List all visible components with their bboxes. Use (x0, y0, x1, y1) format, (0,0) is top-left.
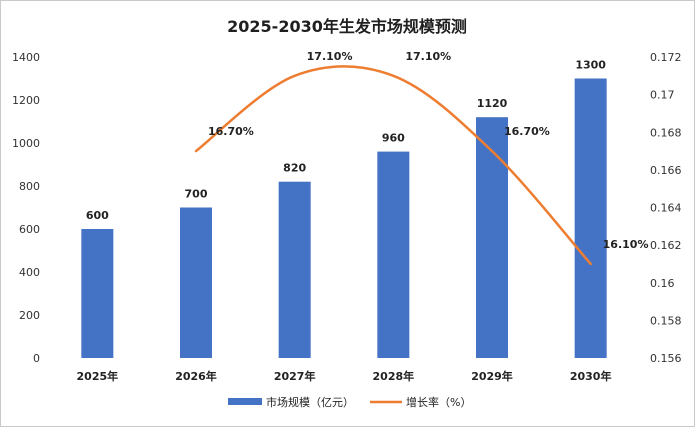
left-axis: 0 200 400 600 800 1000 1200 1400 (12, 51, 40, 365)
bar (377, 151, 410, 358)
category-label: 2026年 (175, 369, 217, 383)
line-data-label: 17.10% (307, 50, 353, 63)
bar-data-label: 1120 (477, 97, 508, 110)
left-axis-tick-label: 200 (19, 309, 40, 322)
bar (476, 117, 508, 358)
category-label: 2029年 (471, 369, 513, 383)
right-axis-tick-label: 0.162 (650, 239, 682, 252)
right-axis-tick-label: 0.16 (650, 277, 675, 290)
right-axis-tick-label: 0.164 (650, 202, 682, 215)
right-axis-tick-label: 0.17 (650, 89, 675, 102)
bar (278, 181, 311, 358)
category-label: 2027年 (274, 369, 316, 383)
right-axis: 0.156 0.158 0.16 0.162 0.164 0.166 0.168 0.17 0.… (650, 51, 682, 365)
chart-title: 2025-2030年生发市场规模预测 (227, 17, 467, 36)
bar-data-label: 700 (185, 188, 208, 201)
bar (574, 78, 607, 358)
line-data-label: 16.70% (504, 125, 550, 138)
right-axis-tick-label: 0.168 (650, 126, 682, 139)
bar (180, 207, 212, 358)
bar-series: 600 700 820 960 1120 1300 (81, 59, 607, 358)
bar-data-label: 960 (382, 132, 405, 145)
legend-label-line: 增长率（%） (406, 395, 471, 409)
bar-data-label: 600 (86, 209, 109, 222)
legend-label-bar: 市场规模（亿元） (266, 395, 354, 409)
legend: 市场规模（亿元） 增长率（%） (228, 395, 471, 409)
category-label: 2030年 (570, 369, 612, 383)
line-data-label: 17.10% (405, 50, 451, 63)
left-axis-tick-label: 1000 (12, 137, 40, 150)
line-data-label: 16.70% (208, 125, 254, 138)
right-axis-tick-label: 0.156 (650, 352, 682, 365)
line-data-label: 16.10% (603, 238, 649, 251)
bar-data-label: 820 (283, 162, 306, 175)
left-axis-tick-label: 1400 (12, 51, 40, 64)
bar (81, 229, 114, 358)
left-axis-tick-label: 800 (19, 180, 40, 193)
left-axis-tick-label: 1200 (12, 94, 40, 107)
left-axis-tick-label: 0 (33, 352, 40, 365)
right-axis-tick-label: 0.172 (650, 51, 682, 64)
line-series: 16.70% 17.10% 17.10% 16.70% 16.10% (194, 50, 649, 266)
growth-rate-line (194, 65, 592, 266)
right-axis-tick-label: 0.158 (650, 314, 682, 327)
right-axis-tick-label: 0.166 (650, 164, 682, 177)
left-axis-tick-label: 400 (19, 266, 40, 279)
bar-data-label: 1300 (575, 59, 606, 72)
category-axis: 2025年 2026年 2027年 2028年 2029年 2030年 (77, 369, 612, 383)
category-label: 2025年 (77, 369, 119, 383)
legend-swatch-bar (228, 398, 262, 405)
category-label: 2028年 (373, 369, 415, 383)
left-axis-tick-label: 600 (19, 223, 40, 236)
